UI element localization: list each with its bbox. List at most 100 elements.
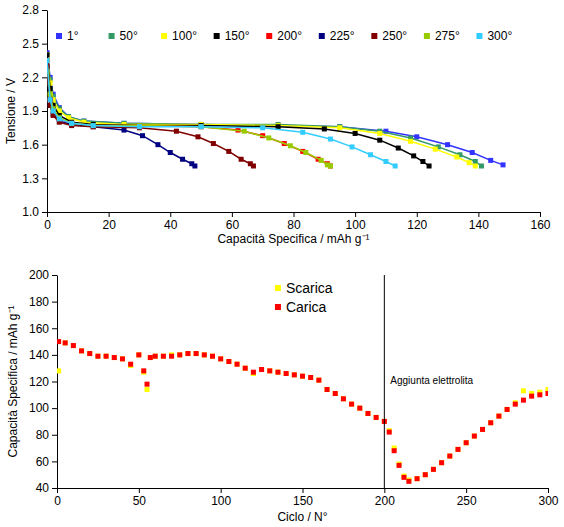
data-point bbox=[521, 388, 526, 393]
x-tick-label: 100 bbox=[346, 218, 366, 232]
series-0 bbox=[47, 50, 506, 167]
data-point bbox=[423, 472, 428, 477]
x-tick-label: 50 bbox=[133, 494, 147, 508]
y-tick: 1.3 bbox=[22, 172, 47, 186]
y-axis: 1.01.31.61.92.22.52.8 bbox=[22, 3, 47, 219]
y-tick-mark bbox=[42, 145, 47, 146]
x-tick-label: 60 bbox=[226, 218, 240, 232]
x-tick: 200 bbox=[375, 488, 395, 508]
legend-label: Scarica bbox=[286, 280, 333, 296]
data-point bbox=[145, 387, 150, 392]
y-axis: 406080100120140160180200 bbox=[29, 268, 58, 495]
series-3 bbox=[47, 52, 432, 168]
data-point bbox=[169, 354, 174, 359]
data-point bbox=[464, 440, 469, 445]
data-point bbox=[199, 124, 204, 129]
x-tick-label: 150 bbox=[293, 494, 313, 508]
legend-item: 225° bbox=[319, 29, 355, 43]
data-point bbox=[325, 387, 330, 392]
data-point bbox=[333, 391, 338, 396]
data-point bbox=[251, 163, 256, 168]
y-tick: 100 bbox=[29, 401, 57, 415]
data-point bbox=[415, 476, 420, 481]
x-tick-mark bbox=[47, 212, 48, 217]
data-point bbox=[447, 454, 452, 459]
data-point bbox=[112, 355, 117, 360]
y-tick-mark bbox=[52, 275, 57, 276]
data-point bbox=[57, 339, 61, 344]
y-tick: 180 bbox=[29, 295, 57, 309]
legend-label: 275° bbox=[435, 29, 460, 43]
y-tick: 80 bbox=[36, 428, 57, 442]
series-line bbox=[47, 55, 475, 166]
y-axis-line bbox=[57, 276, 58, 489]
data-point bbox=[322, 126, 327, 131]
data-point bbox=[546, 391, 549, 396]
data-point bbox=[470, 150, 475, 155]
legend-label: 50° bbox=[120, 29, 138, 43]
data-point bbox=[136, 352, 141, 357]
x-tick-mark bbox=[466, 488, 467, 493]
data-point bbox=[218, 356, 223, 361]
series-6 bbox=[47, 64, 256, 169]
x-tick-mark bbox=[478, 212, 479, 217]
series-line bbox=[47, 66, 253, 166]
data-point bbox=[251, 370, 256, 375]
chart-0: 0204060801001201401601.01.31.61.92.22.52… bbox=[4, 3, 551, 246]
data-point bbox=[316, 378, 321, 383]
y-tick: 1.9 bbox=[22, 104, 47, 118]
x-tick: 300 bbox=[538, 488, 558, 508]
data-point bbox=[174, 129, 179, 134]
data-point bbox=[148, 355, 153, 360]
data-point bbox=[454, 155, 459, 160]
y-tick: 160 bbox=[29, 322, 57, 336]
data-point bbox=[218, 356, 223, 361]
x-tick-label: 0 bbox=[44, 218, 51, 232]
y-tick-label: 2.8 bbox=[22, 3, 39, 17]
legend-swatch bbox=[266, 33, 272, 39]
data-point bbox=[185, 351, 190, 356]
series-8 bbox=[47, 58, 398, 168]
x-tick-mark bbox=[294, 212, 295, 217]
series-2 bbox=[47, 52, 478, 168]
y-tick-label: 1.0 bbox=[22, 205, 39, 219]
data-point bbox=[177, 352, 182, 357]
series-5 bbox=[47, 64, 197, 169]
data-point bbox=[513, 402, 518, 407]
data-point bbox=[480, 427, 485, 432]
data-point bbox=[333, 391, 338, 396]
data-point bbox=[420, 159, 425, 164]
x-tick-label: 100 bbox=[211, 494, 231, 508]
data-point bbox=[408, 139, 413, 144]
y-tick-label: 140 bbox=[29, 348, 49, 362]
legend-item: 150° bbox=[214, 29, 250, 43]
data-point bbox=[292, 372, 297, 377]
legend-item: 250° bbox=[371, 29, 407, 43]
data-point bbox=[467, 160, 472, 165]
data-point bbox=[392, 448, 397, 453]
data-point bbox=[341, 396, 346, 401]
x-tick: 0 bbox=[54, 488, 61, 508]
data-point bbox=[161, 354, 166, 359]
x-tick: 140 bbox=[469, 212, 489, 232]
data-point bbox=[185, 351, 190, 356]
data-point bbox=[445, 142, 450, 147]
x-tick-mark bbox=[355, 212, 356, 217]
data-point bbox=[195, 134, 200, 139]
y-tick: 140 bbox=[29, 348, 57, 362]
legend-item: 1° bbox=[56, 29, 79, 43]
data-point bbox=[349, 402, 354, 407]
legend-swatch bbox=[424, 33, 430, 39]
x-tick-label: 0 bbox=[54, 494, 61, 508]
data-point bbox=[153, 354, 158, 359]
data-point bbox=[266, 135, 271, 140]
x-tick-mark bbox=[139, 488, 140, 493]
plot-area bbox=[57, 275, 548, 488]
x-tick-label: 200 bbox=[375, 494, 395, 508]
data-point bbox=[180, 157, 185, 162]
legend-item: 50° bbox=[109, 29, 138, 43]
data-point bbox=[69, 121, 74, 126]
legend-swatch bbox=[319, 33, 325, 39]
data-point bbox=[47, 58, 50, 63]
data-point bbox=[120, 356, 125, 361]
